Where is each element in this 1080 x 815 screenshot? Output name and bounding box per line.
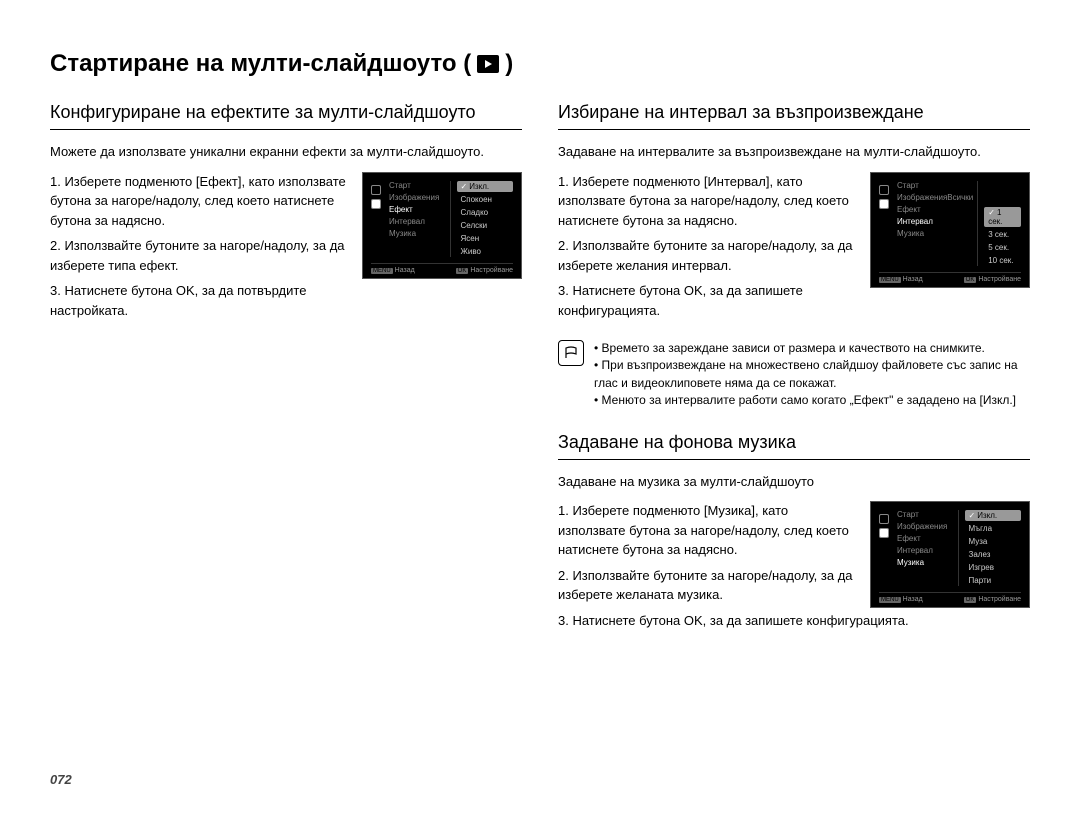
menu-right-list: ✓Изкл. Спокоен Сладко Селски Ясен Живо [457, 181, 514, 257]
note-item: Времето за зареждане зависи от размера и… [594, 340, 1030, 357]
interval-screenshot: Старт Изображения Всички Ефект Интервал … [870, 172, 1030, 288]
menu-left-list: Старт Изображения Ефект Интервал Музика [897, 510, 959, 586]
effects-intro: Можете да използвате уникални екранни еф… [50, 142, 522, 162]
menu-right-list: . . ✓1 сек. 3 сек. 5 сек. 10 сек. [984, 181, 1021, 266]
note-icon [558, 340, 584, 366]
music-step-3: 3. Натиснете бутона OK, за да запишете к… [558, 611, 1030, 631]
title-post: ) [505, 50, 513, 78]
menu-left-list: Старт Изображения Всички Ефект Интервал … [897, 181, 978, 266]
interval-steps: 1. Изберете подменюто [Интервал], като и… [558, 172, 858, 327]
interval-step-2: 2. Използвайте бутоните за нагоре/надолу… [558, 236, 858, 275]
menu-right-list: ✓Изкл. Мъгла Муза Залез Изгрев Парти [965, 510, 1022, 586]
effects-heading: Конфигуриране на ефектите за мулти-слайд… [50, 102, 522, 130]
left-column: Конфигуриране на ефектите за мулти-слайд… [50, 102, 522, 652]
note-item: Менюто за интервалите работи само когато… [594, 392, 1030, 409]
screenshot-sidebar [879, 510, 889, 586]
page-title: Стартиране на мулти-слайдшоуто ( ) [50, 50, 1030, 78]
screenshot-sidebar [879, 181, 889, 266]
screenshot-sidebar [371, 181, 381, 257]
page-number: 072 [50, 772, 72, 787]
effects-screenshot: Старт Изображения Ефект Интервал Музика … [362, 172, 522, 279]
music-step-1: 1. Изберете подменюто [Музика], като изп… [558, 501, 858, 560]
interval-notes: Времето за зареждане зависи от размера и… [558, 340, 1030, 410]
music-screenshot: Старт Изображения Ефект Интервал Музика … [870, 501, 1030, 608]
music-steps: 1. Изберете подменюто [Музика], като изп… [558, 501, 858, 611]
menu-left-list: Старт Изображения Ефект Интервал Музика [389, 181, 451, 257]
effects-step-2: 2. Използвайте бутоните за нагоре/надолу… [50, 236, 350, 275]
play-icon [477, 55, 499, 73]
interval-step-3: 3. Натиснете бутона OK, за да запишете к… [558, 281, 858, 320]
screenshot-bottom-bar: MENUНазад OKНастройване [879, 272, 1021, 283]
music-intro: Задаване на музика за мулти-слайдшоуто [558, 472, 1030, 492]
effects-step-3: 3. Натиснете бутона OK, за да потвърдите… [50, 281, 350, 320]
note-item: При възпроизвеждане на множествено слайд… [594, 357, 1030, 392]
screenshot-bottom-bar: MENUНазад OKНастройване [879, 592, 1021, 603]
interval-step-1: 1. Изберете подменюто [Интервал], като и… [558, 172, 858, 231]
right-column: Избиране на интервал за възпроизвеждане … [558, 102, 1030, 652]
interval-intro: Задаване на интервалите за възпроизвежда… [558, 142, 1030, 162]
title-pre: Стартиране на мулти-слайдшоуто ( [50, 50, 471, 78]
effects-steps: 1. Изберете подменюто [Ефект], като изпо… [50, 172, 350, 327]
effects-step-1: 1. Изберете подменюто [Ефект], като изпо… [50, 172, 350, 231]
music-step-2: 2. Използвайте бутоните за нагоре/надолу… [558, 566, 858, 605]
interval-heading: Избиране на интервал за възпроизвеждане [558, 102, 1030, 130]
screenshot-bottom-bar: MENUНазад OKНастройване [371, 263, 513, 274]
music-heading: Задаване на фонова музика [558, 432, 1030, 460]
